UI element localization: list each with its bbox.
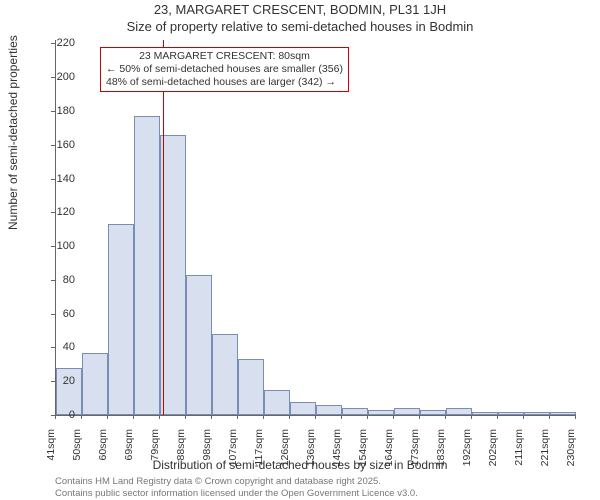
plot-area <box>55 40 576 416</box>
histogram-bar <box>238 359 264 415</box>
y-tick-mark <box>51 179 55 180</box>
y-tick-mark <box>51 145 55 146</box>
histogram-bar <box>550 412 576 415</box>
x-tick-mark <box>393 415 394 419</box>
x-tick-mark <box>497 415 498 419</box>
x-tick-label: 202sqm <box>487 429 499 473</box>
y-tick-mark <box>51 381 55 382</box>
x-tick-label: 117sqm <box>253 429 265 473</box>
histogram-bar <box>82 353 108 416</box>
histogram-bar <box>212 334 238 415</box>
x-tick-mark <box>523 415 524 419</box>
y-tick-label: 120 <box>57 206 75 218</box>
x-tick-label: 173sqm <box>409 429 421 473</box>
y-tick-label: 40 <box>63 341 75 353</box>
x-tick-mark <box>81 415 82 419</box>
x-tick-mark <box>263 415 264 419</box>
x-tick-label: 192sqm <box>461 429 473 473</box>
x-tick-mark <box>133 415 134 419</box>
histogram-bar <box>420 410 446 415</box>
y-tick-mark <box>51 280 55 281</box>
y-tick-label: 140 <box>57 173 75 185</box>
marker-line <box>163 40 164 415</box>
x-tick-mark <box>445 415 446 419</box>
histogram-bar <box>446 408 472 415</box>
y-tick-mark <box>51 212 55 213</box>
y-tick-label: 180 <box>57 105 75 117</box>
x-tick-label: 88sqm <box>175 429 187 473</box>
histogram-bar <box>108 224 134 415</box>
footer-line-1: Contains HM Land Registry data © Crown c… <box>55 476 381 487</box>
x-tick-mark <box>575 415 576 419</box>
histogram-bar <box>524 412 550 415</box>
x-tick-label: 230sqm <box>565 429 577 473</box>
y-tick-mark <box>51 43 55 44</box>
x-tick-label: 145sqm <box>331 429 343 473</box>
x-tick-mark <box>55 415 56 419</box>
annotation-line: 48% of semi-detached houses are larger (… <box>106 76 343 89</box>
x-tick-label: 136sqm <box>305 429 317 473</box>
annotation-box: 23 MARGARET CRESCENT: 80sqm← 50% of semi… <box>100 47 349 92</box>
x-tick-label: 41sqm <box>45 429 57 473</box>
x-tick-label: 154sqm <box>357 429 369 473</box>
x-tick-mark <box>237 415 238 419</box>
x-tick-label: 69sqm <box>123 429 135 473</box>
y-tick-mark <box>51 314 55 315</box>
histogram-bar <box>264 390 290 415</box>
y-tick-label: 100 <box>57 240 75 252</box>
y-tick-mark <box>51 111 55 112</box>
x-tick-mark <box>419 415 420 419</box>
histogram-bar <box>368 410 394 415</box>
y-tick-label: 60 <box>63 308 75 320</box>
x-tick-label: 98sqm <box>201 429 213 473</box>
y-tick-label: 160 <box>57 139 75 151</box>
y-tick-label: 220 <box>57 37 75 49</box>
x-axis-label: Distribution of semi-detached houses by … <box>0 458 600 472</box>
annotation-title: 23 MARGARET CRESCENT: 80sqm <box>106 50 343 63</box>
y-tick-mark <box>51 347 55 348</box>
footer-line-2: Contains public sector information licen… <box>55 488 418 499</box>
x-tick-mark <box>315 415 316 419</box>
x-tick-mark <box>211 415 212 419</box>
x-tick-mark <box>159 415 160 419</box>
x-tick-mark <box>341 415 342 419</box>
x-tick-label: 79sqm <box>149 429 161 473</box>
x-tick-label: 164sqm <box>383 429 395 473</box>
y-tick-label: 0 <box>69 409 75 421</box>
y-tick-mark <box>51 246 55 247</box>
histogram-bar <box>472 412 498 415</box>
y-tick-label: 80 <box>63 274 75 286</box>
histogram-bar <box>290 402 316 416</box>
chart-title-sub: Size of property relative to semi-detach… <box>0 19 600 34</box>
x-tick-label: 60sqm <box>97 429 109 473</box>
x-tick-label: 221sqm <box>539 429 551 473</box>
x-tick-mark <box>471 415 472 419</box>
histogram-bar <box>498 412 524 415</box>
histogram-bar <box>316 405 342 415</box>
chart-title-main: 23, MARGARET CRESCENT, BODMIN, PL31 1JH <box>0 2 600 17</box>
y-tick-label: 200 <box>57 71 75 83</box>
y-axis-label: Number of semi-detached properties <box>6 35 20 230</box>
histogram-bar <box>394 408 420 415</box>
x-tick-mark <box>367 415 368 419</box>
histogram-bar <box>134 116 160 415</box>
annotation-line: ← 50% of semi-detached houses are smalle… <box>106 63 343 76</box>
x-tick-mark <box>549 415 550 419</box>
histogram-bar <box>342 408 368 415</box>
x-tick-label: 107sqm <box>227 429 239 473</box>
x-tick-label: 211sqm <box>513 429 525 473</box>
x-tick-mark <box>107 415 108 419</box>
x-tick-label: 50sqm <box>71 429 83 473</box>
x-tick-mark <box>185 415 186 419</box>
x-tick-mark <box>289 415 290 419</box>
y-tick-label: 20 <box>63 375 75 387</box>
chart-container: 23, MARGARET CRESCENT, BODMIN, PL31 1JH … <box>0 0 600 500</box>
y-tick-mark <box>51 77 55 78</box>
histogram-bar <box>186 275 212 415</box>
x-tick-label: 126sqm <box>279 429 291 473</box>
x-tick-label: 183sqm <box>435 429 447 473</box>
